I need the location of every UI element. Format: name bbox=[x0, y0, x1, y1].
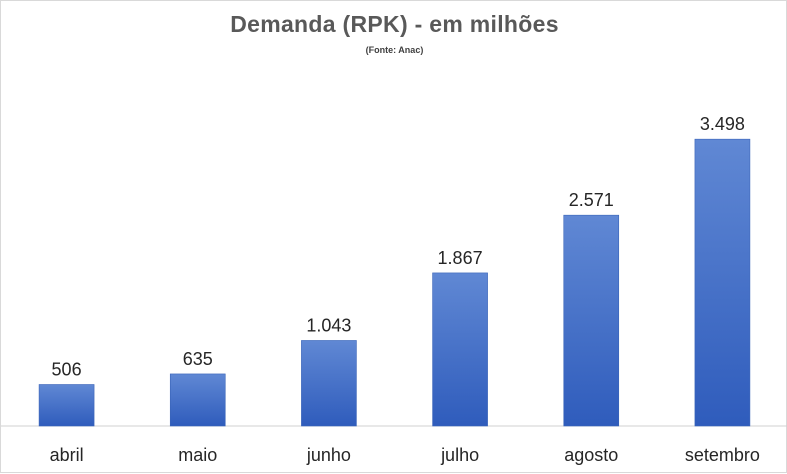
data-label-junho: 1.043 bbox=[306, 315, 351, 335]
x-tick-label-maio: maio bbox=[178, 445, 217, 465]
data-label-abril: 506 bbox=[52, 360, 82, 380]
data-label-agosto: 2.571 bbox=[569, 190, 614, 210]
bar-maio bbox=[169, 373, 226, 427]
data-label-maio: 635 bbox=[183, 349, 213, 369]
bar-junho bbox=[301, 340, 357, 427]
bar-julho bbox=[432, 272, 488, 427]
data-label-julho: 1.867 bbox=[438, 248, 483, 268]
x-tick-label-junho: junho bbox=[306, 445, 351, 465]
x-tick-label-julho: julho bbox=[440, 445, 479, 465]
bar-abril bbox=[38, 384, 95, 427]
x-tick-label-agosto: agosto bbox=[564, 445, 618, 465]
chart-title: Demanda (RPK) - em milhões bbox=[230, 11, 559, 37]
x-tick-label-abril: abril bbox=[50, 445, 84, 465]
x-tick-label-setembro: setembro bbox=[685, 445, 760, 465]
bar-setembro bbox=[694, 138, 751, 427]
chart-subtitle: (Fonte: Anac) bbox=[365, 45, 424, 55]
bar-agosto bbox=[563, 214, 620, 427]
data-label-setembro: 3.498 bbox=[700, 114, 745, 134]
